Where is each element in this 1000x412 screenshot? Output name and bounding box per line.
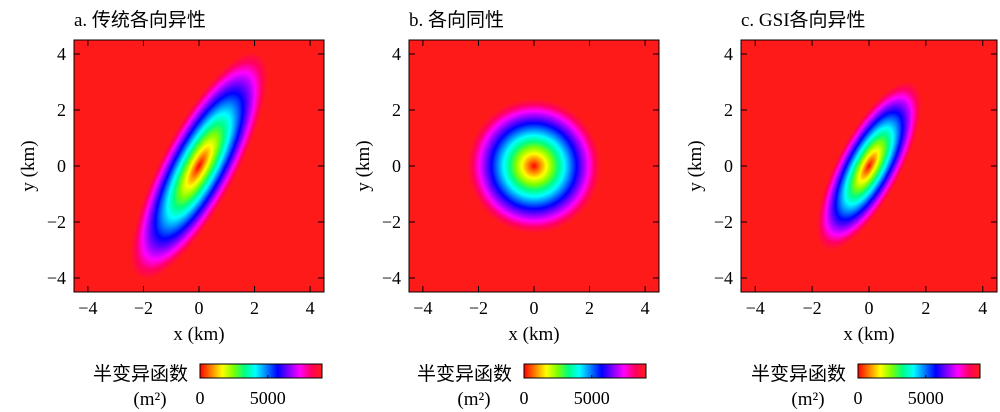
y-tick-label: −2 [47, 212, 66, 232]
y-tick-label: 2 [392, 100, 401, 120]
y-tick-label: 2 [57, 100, 66, 120]
panel-title: a. 传统各向异性 [74, 9, 206, 31]
x-tick-label: 2 [585, 298, 594, 318]
x-tick-label: −4 [746, 298, 765, 318]
colorbar [199, 363, 323, 379]
colorbar-unit: (m²) [133, 389, 166, 410]
y-tick-label: 4 [392, 44, 401, 64]
x-tick-label: −2 [803, 298, 822, 318]
colorbar [857, 363, 981, 379]
x-axis-label: x (km) [508, 324, 559, 345]
panel-title: c. GSI各向异性 [741, 9, 866, 31]
x-tick-label: 4 [641, 298, 650, 318]
panel-b: −4 −2 0 2 4 −4 −2 0 2 4 b. 各向同性 x (km) y (km) 半变异函数 (m… [353, 9, 660, 410]
colorbar-title: 半变异函数 [93, 363, 188, 385]
y-tick-label: 4 [57, 44, 66, 64]
x-tick-label: 4 [978, 298, 987, 318]
x-tick-label: 2 [921, 298, 930, 318]
x-tick-label: −2 [469, 298, 488, 318]
y-tick-label: −4 [47, 268, 66, 288]
colorbar [523, 363, 647, 379]
x-tick-label: 2 [250, 298, 259, 318]
panel-a: −4 −2 0 2 4 −4 −2 0 2 4 a. 传统各向异性 x (km) y (km) 半变异函数… [18, 9, 325, 410]
panel-title: b. 各向同性 [409, 9, 504, 31]
y-axis-label: y (km) [18, 140, 39, 191]
y-tick-label: 0 [57, 156, 66, 176]
y-tick-label: −4 [382, 268, 401, 288]
colorbar-title: 半变异函数 [751, 363, 846, 385]
colorbar-tick-label: 0 [854, 388, 863, 408]
colorbar-tick-label: 0 [520, 388, 529, 408]
semivariogram-field [130, 51, 268, 281]
y-axis-label: y (km) [353, 140, 374, 191]
y-tick-label: 4 [724, 44, 733, 64]
semivariogram-field [467, 98, 601, 234]
colorbar-tick-label: 5000 [908, 388, 944, 408]
x-tick-label: 4 [306, 298, 315, 318]
x-tick-label: −2 [134, 298, 153, 318]
y-tick-label: 0 [392, 156, 401, 176]
colorbar-unit: (m²) [457, 389, 490, 410]
colorbar-unit: (m²) [791, 389, 824, 410]
colorbar-tick-label: 5000 [250, 388, 286, 408]
x-axis-label: x (km) [173, 324, 224, 345]
y-axis-label: y (km) [685, 140, 706, 191]
x-tick-label: −4 [413, 298, 432, 318]
semivariogram-field [816, 81, 922, 251]
x-tick-label: 0 [195, 298, 204, 318]
y-tick-label: 2 [724, 100, 733, 120]
panel-c: −4 −2 0 2 4 −4 −2 0 2 4 c. GSI各向异性 x (km) y (km) 半变异函… [685, 9, 998, 410]
y-tick-label: −4 [714, 268, 733, 288]
x-axis-label: x (km) [843, 324, 894, 345]
colorbar-tick-label: 0 [196, 388, 205, 408]
y-tick-label: −2 [714, 212, 733, 232]
x-tick-label: −4 [78, 298, 97, 318]
x-tick-label: 0 [530, 298, 539, 318]
x-tick-label: 0 [865, 298, 874, 318]
y-tick-label: 0 [724, 156, 733, 176]
colorbar-title: 半变异函数 [417, 363, 512, 385]
colorbar-tick-label: 5000 [574, 388, 610, 408]
y-tick-label: −2 [382, 212, 401, 232]
